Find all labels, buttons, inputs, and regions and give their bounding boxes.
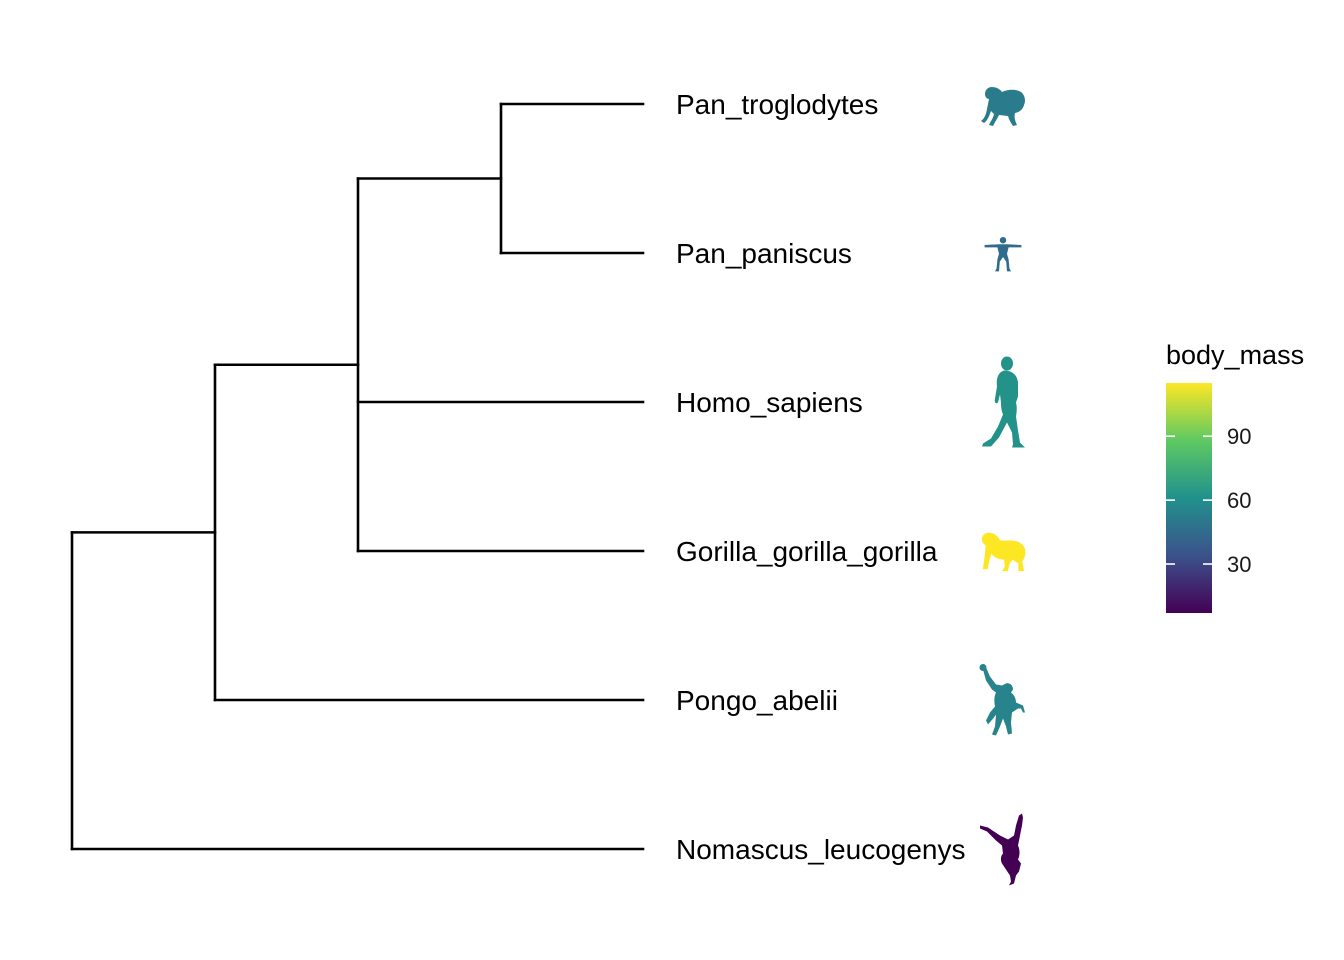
human-walking-icon (982, 356, 1025, 448)
color-legend: body_mass 30 60 90 (1166, 340, 1304, 613)
tip-label: Homo_sapiens (676, 387, 863, 418)
chimpanzee-icon (981, 87, 1025, 126)
legend-ticks: 30 60 90 (1166, 424, 1251, 577)
tip-label: Pan_paniscus (676, 238, 852, 269)
legend-tick-label: 30 (1227, 552, 1251, 577)
gibbon-icon (980, 813, 1023, 886)
legend-tick-label: 90 (1227, 424, 1251, 449)
tip-label: Pongo_abelii (676, 685, 838, 716)
tip-label: Nomascus_leucogenys (676, 834, 966, 865)
tip-label: Gorilla_gorilla_gorilla (676, 536, 938, 567)
tip-label: Pan_troglodytes (676, 89, 878, 120)
tree-branches (70, 102, 645, 851)
orangutan-icon (979, 664, 1025, 736)
legend-colorbar (1166, 383, 1212, 613)
legend-tick-label: 60 (1227, 488, 1251, 513)
tip-silhouettes (979, 87, 1026, 886)
gorilla-icon (981, 532, 1026, 572)
legend-title: body_mass (1166, 340, 1304, 370)
tip-labels: Pan_troglodytes Pan_paniscus Homo_sapiens G… (676, 89, 966, 865)
bonobo-icon (984, 237, 1022, 272)
